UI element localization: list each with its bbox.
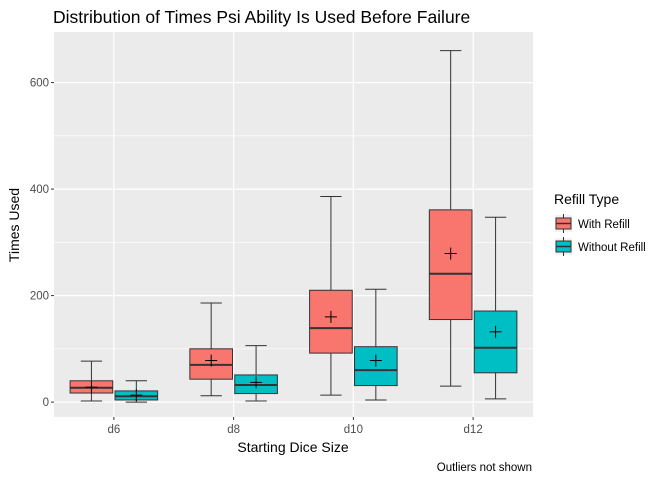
y-axis-title: Times Used bbox=[6, 188, 22, 262]
y-tick-label: 400 bbox=[30, 184, 49, 196]
x-tick-label: d10 bbox=[344, 424, 363, 436]
x-axis-title: Starting Dice Size bbox=[237, 439, 348, 455]
box-d6-with-refill bbox=[69, 360, 114, 402]
legend-key-with-refill bbox=[555, 214, 572, 233]
box-d10-without-refill bbox=[353, 288, 398, 401]
legend-label: Without Refill bbox=[578, 242, 646, 254]
gridlines bbox=[54, 32, 533, 417]
axes: 0 200 400 600 d6 d8 d10 d12 bbox=[30, 78, 483, 436]
box-d8-with-refill bbox=[189, 302, 234, 397]
caption: Outliers not shown bbox=[437, 462, 532, 474]
legend-label: With Refill bbox=[578, 219, 630, 231]
y-tick-label: 200 bbox=[30, 291, 49, 303]
x-tick-label: d12 bbox=[464, 424, 483, 436]
chart-title: Distribution of Times Psi Ability Is Use… bbox=[53, 7, 470, 27]
legend: Refill Type With Refill Without Refill bbox=[554, 191, 646, 256]
box-d10-with-refill bbox=[309, 196, 353, 396]
box-d6-without-refill bbox=[114, 380, 159, 403]
x-tick-label: d6 bbox=[107, 424, 120, 436]
box-iqr bbox=[428, 209, 473, 321]
legend-key-without-refill bbox=[555, 237, 572, 256]
y-tick-label: 0 bbox=[43, 397, 49, 409]
box-d12-without-refill bbox=[473, 216, 518, 400]
box-marks bbox=[69, 50, 518, 403]
box-d8-without-refill bbox=[234, 345, 278, 402]
y-tick-label: 600 bbox=[30, 78, 49, 90]
box-d12-with-refill bbox=[428, 50, 473, 387]
x-tick-label: d8 bbox=[227, 424, 240, 436]
legend-title: Refill Type bbox=[554, 191, 619, 207]
box-iqr bbox=[473, 310, 518, 374]
